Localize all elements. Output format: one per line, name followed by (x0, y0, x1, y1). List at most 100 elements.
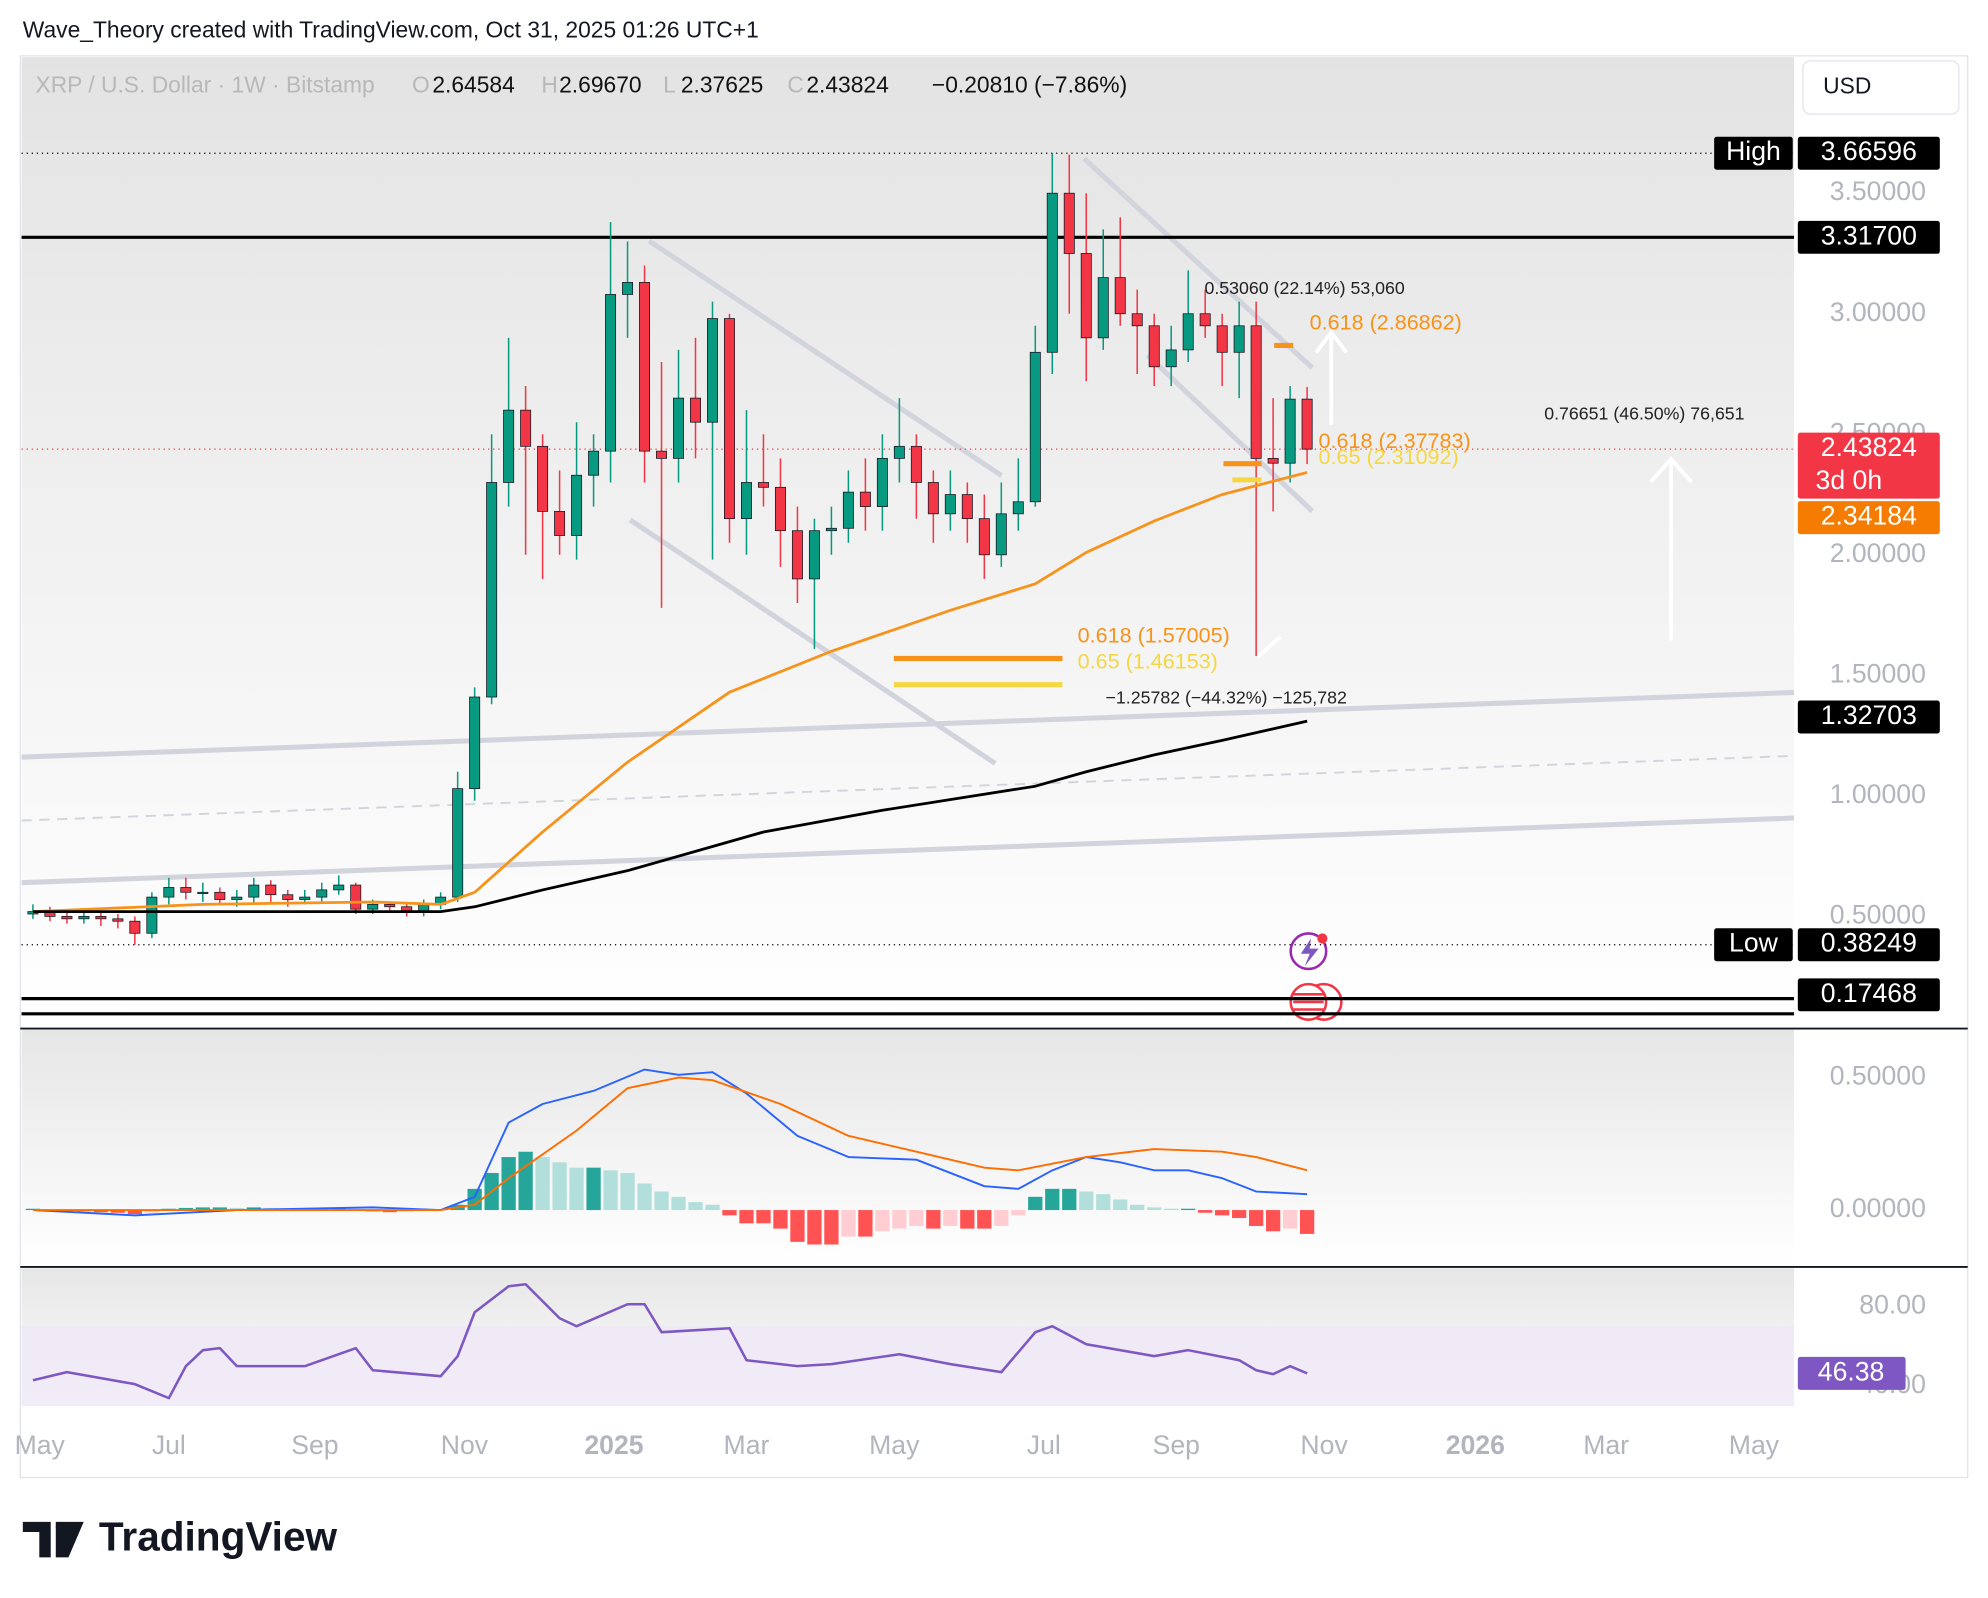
channel-mid (21, 754, 1795, 822)
indicator-line (32, 1076, 1308, 1211)
price-label-box (1797, 501, 1940, 535)
macd-bar (892, 1210, 907, 1229)
candle-body (1216, 325, 1228, 353)
candle-body (333, 884, 345, 891)
macd-bar (705, 1204, 720, 1211)
macd-bar (756, 1210, 771, 1224)
legend-key: O (412, 71, 430, 97)
footer-logo: TradingView (22, 1513, 337, 1559)
macd-bar (382, 1210, 397, 1213)
macd-bar (960, 1210, 975, 1229)
price-label-box (1797, 928, 1940, 962)
macd-bar (195, 1207, 210, 1211)
candle-body (774, 486, 786, 532)
y-tick-label: 1.00000 (1830, 779, 1926, 809)
price-label: 1.32703 (1821, 700, 1917, 730)
macd-bar (722, 1210, 737, 1216)
price-label: 3.66596 (1821, 136, 1917, 166)
macd-bar (654, 1191, 669, 1211)
event-icon-glyph (1293, 993, 1324, 1011)
candle-body (537, 445, 549, 512)
measure-label: −1.25782 (−44.32%) −125,782 (1106, 687, 1347, 707)
candle-body (61, 916, 73, 920)
y-tick-label: 0.50000 (1830, 899, 1926, 929)
channel-line (1082, 156, 1314, 370)
macd-bar (212, 1207, 227, 1211)
candle-body (910, 445, 922, 483)
candle-body (1199, 313, 1211, 327)
price-pane-bg (21, 57, 1795, 1028)
candle-body (1165, 349, 1177, 368)
price-label: 2.34184 (1821, 501, 1917, 531)
candle-body (248, 884, 260, 898)
currency[interactable]: USD (1823, 73, 1871, 99)
macd-pane-bg (21, 1029, 1795, 1266)
candle-body (129, 920, 141, 934)
candle-body (231, 896, 243, 900)
header: Wave_Theory created with TradingView.com… (23, 17, 759, 43)
legend-value: 2.37625 (681, 71, 763, 97)
candle-body (961, 494, 973, 520)
channel-line (21, 815, 1795, 886)
channel-line (647, 238, 1004, 478)
macd-bar (1079, 1191, 1094, 1211)
candle-body (503, 409, 515, 483)
candle-body (1301, 398, 1313, 450)
y-tick-label: 0.50000 (1830, 1061, 1926, 1091)
candle-body (876, 457, 888, 507)
macd-bar (858, 1210, 873, 1237)
indicator-line (32, 1282, 1308, 1400)
rsi-label: 46.38 (1818, 1356, 1885, 1386)
candle-body (486, 482, 498, 698)
macd-bar (535, 1157, 550, 1211)
macd-bar (178, 1207, 193, 1211)
y-tick-label: 2.00000 (1830, 538, 1926, 568)
macd-bar (977, 1210, 992, 1229)
macd-bar (688, 1202, 703, 1211)
candle-body (605, 294, 617, 452)
macd-bar (1181, 1208, 1196, 1211)
candle-body (859, 491, 871, 507)
macd-bar (1299, 1210, 1315, 1234)
candle-body (316, 889, 328, 898)
macd-bar (331, 1207, 346, 1211)
macd-bar (1232, 1210, 1247, 1219)
candle-body (842, 491, 854, 529)
candle-body (1267, 457, 1279, 464)
candle-body (1114, 277, 1126, 315)
legend-value: 2.64584 (432, 71, 515, 97)
x-tick-label: Jul (152, 1430, 186, 1460)
macd-bar (501, 1157, 516, 1211)
candle-body (588, 450, 600, 476)
candle-body (214, 891, 226, 900)
candle-body (1250, 325, 1262, 459)
fib-label: 0.618 (2.37783) (1319, 428, 1471, 453)
candle-body (197, 891, 209, 894)
macd-bar (824, 1210, 839, 1245)
currency-button[interactable] (1802, 60, 1960, 115)
candle-body (1233, 325, 1245, 353)
price-label-box (1797, 136, 1940, 170)
logo-icon (55, 1521, 66, 1533)
measure-label: 0.53060 (22.14%) 53,060 (1204, 278, 1404, 298)
candle-body (1080, 253, 1092, 339)
x-tick-label: Sep (291, 1430, 338, 1460)
macd-bar (1164, 1208, 1179, 1211)
macd-bar (586, 1167, 601, 1211)
fib-label: 0.618 (2.86862) (1310, 310, 1462, 335)
arrows (1256, 329, 1693, 659)
price-label: 3.31700 (1821, 220, 1917, 250)
macd-bar (807, 1210, 822, 1245)
macd-bar (569, 1167, 584, 1211)
macd-bar (127, 1210, 143, 1215)
candle-body (808, 530, 820, 580)
candle-body (893, 445, 905, 459)
macd-bar (246, 1207, 261, 1211)
price-label: 0.38249 (1821, 928, 1917, 958)
channel-line (21, 689, 1795, 760)
price-label: 0.17468 (1821, 978, 1917, 1008)
candle-body (757, 482, 769, 488)
measure-label: 0.76651 (46.50%) 76,651 (1544, 403, 1744, 423)
candle-body (282, 894, 294, 900)
legend-value: 2.43824 (806, 71, 889, 97)
